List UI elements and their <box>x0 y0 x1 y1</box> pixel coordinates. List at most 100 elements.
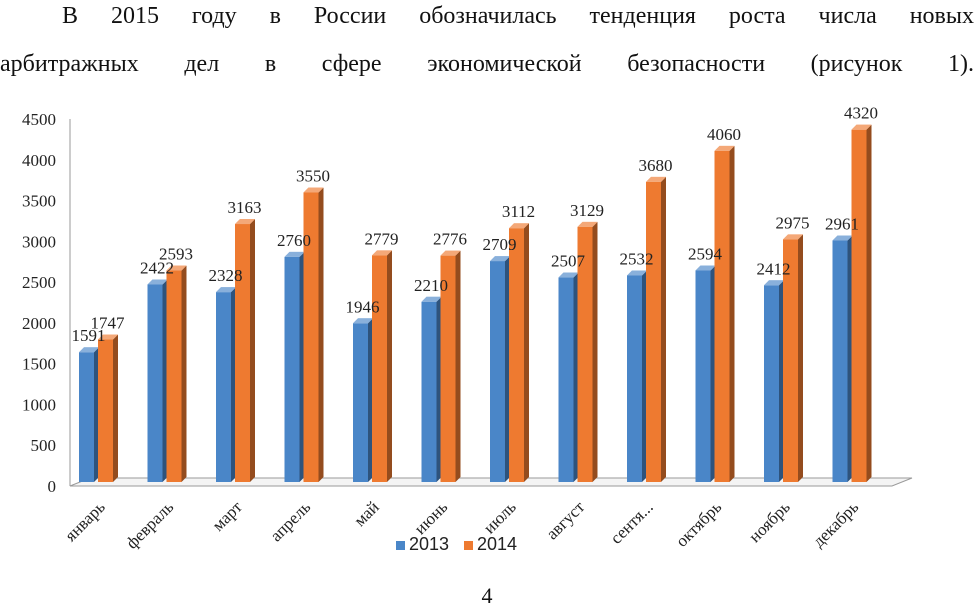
bar-top <box>421 296 442 302</box>
bar-top-highlight <box>98 334 118 340</box>
bar-top-highlight <box>421 296 442 302</box>
bar-front <box>509 228 524 482</box>
bar-top <box>490 256 510 262</box>
bar-2014-2 <box>235 219 255 482</box>
bar-front <box>627 275 642 482</box>
bar-top <box>851 124 872 130</box>
bar-2013-6 <box>490 256 510 482</box>
bar-side <box>250 219 255 482</box>
data-label: 1747 <box>91 314 126 333</box>
bar-top-highlight <box>764 280 784 286</box>
bar-side <box>387 250 392 482</box>
bar-top-highlight <box>490 256 510 262</box>
bar-2014-0 <box>98 334 118 482</box>
bar-top <box>783 234 803 240</box>
bar-top <box>166 265 187 271</box>
y-tick-label: 3500 <box>22 192 56 211</box>
bar-front <box>783 239 798 482</box>
data-label: 2328 <box>209 266 243 285</box>
bar-side <box>231 287 236 482</box>
data-label: 2593 <box>159 245 193 264</box>
bar-side <box>710 265 716 482</box>
bar-side <box>162 279 168 482</box>
y-tick-label: 1000 <box>22 395 56 414</box>
x-tick-label: август <box>542 497 588 543</box>
bar-side <box>113 334 118 482</box>
bar-front <box>764 285 779 482</box>
bar-top-highlight <box>627 270 647 276</box>
bar-side <box>299 251 305 482</box>
bar-2013-4 <box>353 318 373 482</box>
legend-swatch-2013 <box>396 541 405 550</box>
data-label: 3163 <box>228 198 262 217</box>
bar-front <box>577 226 593 482</box>
bar-top <box>832 235 853 241</box>
data-label: 2760 <box>277 231 311 250</box>
bar-top-highlight <box>832 235 853 241</box>
bar-side <box>436 296 442 482</box>
bar-2014-11 <box>851 124 872 483</box>
bar-side <box>729 145 735 482</box>
bar-front <box>490 261 505 482</box>
bar-top-highlight <box>509 223 529 229</box>
bar-top-highlight <box>440 250 461 256</box>
bar-side <box>779 280 784 482</box>
x-tick-label: март <box>208 497 246 535</box>
y-tick-label: 2000 <box>22 314 56 333</box>
bar-2014-9 <box>714 145 735 482</box>
bar-top-highlight <box>646 176 666 182</box>
data-label: 2412 <box>757 259 791 278</box>
bar-top <box>714 145 735 151</box>
bar-front <box>303 192 319 482</box>
data-label: 3112 <box>502 202 535 221</box>
data-label: 2779 <box>365 229 399 248</box>
bar-front <box>79 352 94 482</box>
data-label: 3680 <box>639 156 673 175</box>
data-label: 2422 <box>140 258 174 277</box>
bar-top <box>646 176 666 182</box>
bar-top-highlight <box>353 318 373 324</box>
y-tick-label: 3000 <box>22 232 56 251</box>
x-tick-label: июль <box>480 497 520 537</box>
bar-top <box>764 280 784 286</box>
bar-front <box>353 323 368 482</box>
bar-top <box>303 187 324 193</box>
bar-top <box>353 318 373 324</box>
bar-top-highlight <box>577 221 598 227</box>
bar-2014-4 <box>372 250 392 482</box>
y-tick-label: 500 <box>31 436 57 455</box>
data-label: 1591 <box>72 326 106 345</box>
x-tick-label: январь <box>61 497 109 545</box>
bar-top-highlight <box>558 272 579 278</box>
data-label: 2776 <box>433 230 467 249</box>
bar-top-highlight <box>147 279 168 285</box>
bar-top-highlight <box>783 234 803 240</box>
bar-2014-3 <box>303 187 324 482</box>
chart-x-tick-labels: январь февраль март апрель май июнь июль август… <box>61 497 862 553</box>
bar-top <box>79 347 99 353</box>
chart-legend: 2013 2014 <box>396 534 517 554</box>
bar-top <box>372 250 392 256</box>
bar-side <box>661 176 666 482</box>
bar-front <box>147 284 163 482</box>
bar-side <box>94 347 99 482</box>
bar-side <box>798 234 803 482</box>
bar-side <box>455 250 461 482</box>
data-label: 3129 <box>570 201 604 220</box>
data-label: 1946 <box>346 297 380 316</box>
bar-2013-1 <box>147 279 168 482</box>
bar-top-highlight <box>284 251 305 257</box>
bar-side <box>866 124 872 483</box>
legend-label-2013: 2013 <box>409 534 449 554</box>
bar-2014-7 <box>577 221 598 482</box>
bar-front <box>440 255 456 482</box>
x-tick-label: июнь <box>411 497 452 538</box>
bar-chart: 0 500 1000 1500 2000 2500 3000 3500 4000 4500 159… <box>22 104 913 554</box>
bar-side <box>505 256 510 482</box>
bar-top <box>509 223 529 229</box>
bar-2014-10 <box>783 234 803 482</box>
bar-front <box>714 150 730 482</box>
y-tick-label: 2500 <box>22 273 56 292</box>
x-tick-label: апрель <box>266 497 314 545</box>
